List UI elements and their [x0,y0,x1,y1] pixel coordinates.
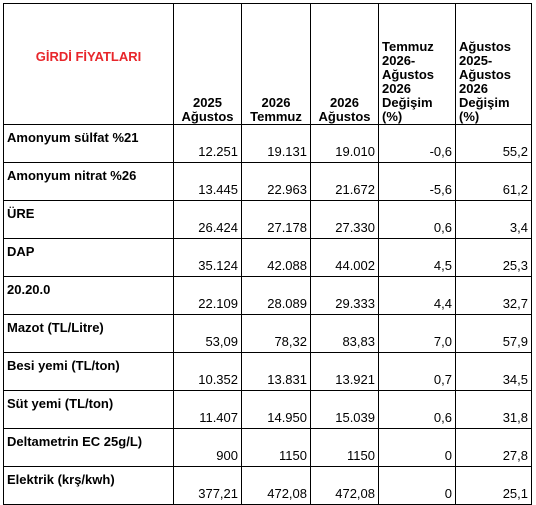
header-row: GİRDİ FİYATLARI 2025 Ağustos 2026 Temmuz 2… [3,3,532,125]
cell-value: 28.089 [241,276,311,315]
cell-value: 13.921 [310,352,379,391]
cell-value: 10.352 [173,352,242,391]
cell-value: 12.251 [173,124,242,163]
column-header: 2025 Ağustos [173,3,242,125]
cell-value: 22.109 [173,276,242,315]
cell-value: 0,6 [378,200,456,239]
column-header: Temmuz 2026- Ağustos 2026 Değişim (%) [378,3,456,125]
row-label: 20.20.0 [3,276,174,315]
cell-value: 1150 [241,428,311,467]
table-row: DAP 35.124 42.088 44.002 4,5 25,3 [3,238,532,277]
cell-value: 0 [378,428,456,467]
table-row: Elektrik (krş/kwh) 377,21 472,08 472,08 0 25,… [3,466,532,505]
cell-value: 22.963 [241,162,311,201]
cell-value: 15.039 [310,390,379,429]
table-row: Besi yemi (TL/ton) 10.352 13.831 13.921 0,7 3… [3,352,532,391]
table-row: 20.20.0 22.109 28.089 29.333 4,4 32,7 [3,276,532,315]
cell-value: 3,4 [455,200,532,239]
row-label: Elektrik (krş/kwh) [3,466,174,505]
table-row: Amonyum sülfat %21 12.251 19.131 19.010 -0,6… [3,124,532,163]
column-header: 2026 Ağustos [310,3,379,125]
cell-value: 27,8 [455,428,532,467]
cell-value: 44.002 [310,238,379,277]
row-label: Deltametrin EC 25g/L) [3,428,174,467]
cell-value: -5,6 [378,162,456,201]
table-row: Mazot (TL/Litre) 53,09 78,32 83,83 7,0 57,9 [3,314,532,353]
row-label: Süt yemi (TL/ton) [3,390,174,429]
cell-value: 57,9 [455,314,532,353]
row-label: Amonyum nitrat %26 [3,162,174,201]
table-row: Deltametrin EC 25g/L) 900 1150 1150 0 27,8 [3,428,532,467]
cell-value: 0 [378,466,456,505]
cell-value: 55,2 [455,124,532,163]
cell-value: 472,08 [310,466,379,505]
cell-value: 1150 [310,428,379,467]
cell-value: 29.333 [310,276,379,315]
cell-value: 900 [173,428,242,467]
column-header: 2026 Temmuz [241,3,311,125]
cell-value: 377,21 [173,466,242,505]
row-label: Mazot (TL/Litre) [3,314,174,353]
cell-value: 7,0 [378,314,456,353]
cell-value: 32,7 [455,276,532,315]
column-header: Ağustos 2025- Ağustos 2026 Değişim (%) [455,3,532,125]
cell-value: 19.131 [241,124,311,163]
cell-value: 25,1 [455,466,532,505]
table-row: Süt yemi (TL/ton) 11.407 14.950 15.039 0,6 31… [3,390,532,429]
row-label: DAP [3,238,174,277]
price-table: GİRDİ FİYATLARI 2025 Ağustos 2026 Temmuz 2… [3,3,532,505]
cell-value: 42.088 [241,238,311,277]
table-title: GİRDİ FİYATLARI [3,3,174,125]
cell-value: 4,5 [378,238,456,277]
page: {"table": { "title": "GİRDİ FİYATLARI", … [3,3,532,505]
cell-value: 53,09 [173,314,242,353]
cell-value: 0,7 [378,352,456,391]
cell-value: 13.445 [173,162,242,201]
row-label: Amonyum sülfat %21 [3,124,174,163]
table-body: Amonyum sülfat %21 12.251 19.131 19.010 -0,6… [3,124,532,505]
cell-value: 11.407 [173,390,242,429]
cell-value: -0,6 [378,124,456,163]
cell-value: 31,8 [455,390,532,429]
cell-value: 13.831 [241,352,311,391]
cell-value: 21.672 [310,162,379,201]
table-row: Amonyum nitrat %26 13.445 22.963 21.672 -5,6… [3,162,532,201]
cell-value: 0,6 [378,390,456,429]
cell-value: 35.124 [173,238,242,277]
cell-value: 26.424 [173,200,242,239]
cell-value: 19.010 [310,124,379,163]
cell-value: 4,4 [378,276,456,315]
cell-value: 14.950 [241,390,311,429]
cell-value: 34,5 [455,352,532,391]
cell-value: 27.178 [241,200,311,239]
cell-value: 472,08 [241,466,311,505]
row-label: ÜRE [3,200,174,239]
cell-value: 78,32 [241,314,311,353]
cell-value: 27.330 [310,200,379,239]
cell-value: 61,2 [455,162,532,201]
cell-value: 25,3 [455,238,532,277]
cell-value: 83,83 [310,314,379,353]
row-label: Besi yemi (TL/ton) [3,352,174,391]
table-row: ÜRE 26.424 27.178 27.330 0,6 3,4 [3,200,532,239]
